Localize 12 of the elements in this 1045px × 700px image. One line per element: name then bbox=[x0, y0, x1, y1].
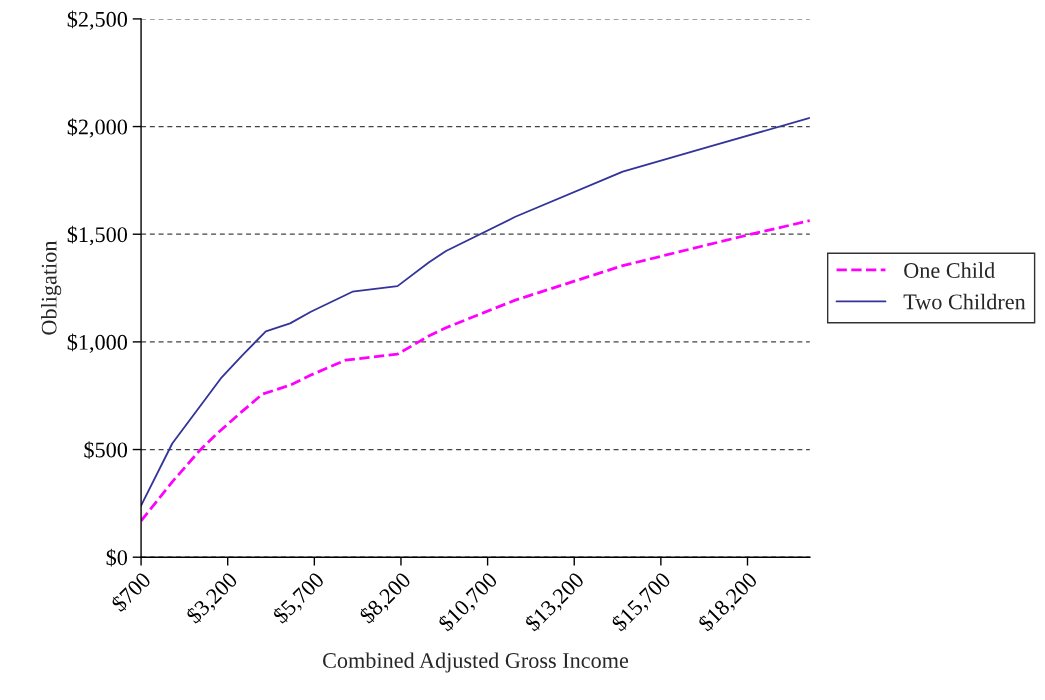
y-tick-label: $1,000 bbox=[67, 333, 128, 354]
x-axis-title: Combined Adjusted Gross Income bbox=[323, 652, 629, 673]
y-tick-label: $2,500 bbox=[67, 10, 128, 31]
line-series bbox=[141, 117, 810, 507]
line-series bbox=[141, 219, 810, 523]
y-axis-title: Obligation bbox=[41, 240, 62, 335]
y-tick-label: $1,500 bbox=[67, 225, 128, 246]
legend-label: One Child bbox=[904, 262, 995, 278]
y-tick-label: $0 bbox=[106, 548, 128, 567]
y-tick-label: $500 bbox=[84, 441, 128, 459]
y-tick-label: $2,000 bbox=[67, 118, 128, 138]
legend-label: Two Children bbox=[903, 293, 1026, 310]
